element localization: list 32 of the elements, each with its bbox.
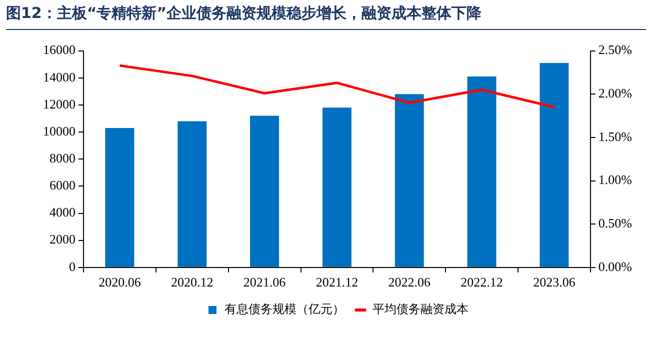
bar bbox=[394, 94, 424, 267]
y2-tick-label: 2.50% bbox=[598, 42, 632, 58]
x-tick-label: 2020.06 bbox=[98, 274, 142, 290]
x-tick-label: 2022.12 bbox=[460, 274, 503, 290]
bar bbox=[540, 62, 569, 267]
chart-title: 图12：主板“专精特新”企业债务融资规模稳步增长，融资成本整体下降 bbox=[6, 4, 646, 30]
y2-tick-label: 0.50% bbox=[598, 216, 632, 230]
legend-label: 有息债务规模（亿元） bbox=[224, 302, 344, 316]
bar bbox=[178, 121, 207, 267]
x-tick-label: 2021.12 bbox=[316, 274, 358, 290]
legend-label: 平均债务融资成本 bbox=[372, 302, 468, 316]
x-tick-label: 2020.12 bbox=[171, 274, 214, 290]
bar bbox=[105, 128, 134, 267]
y-tick-label: 6000 bbox=[50, 178, 76, 193]
x-tick-label: 2022.06 bbox=[388, 274, 432, 290]
y2-tick-label: 1.50% bbox=[598, 128, 632, 144]
x-tick-label: 2021.06 bbox=[243, 274, 286, 290]
y-tick-label: 10000 bbox=[43, 123, 76, 138]
y-tick-label: 12000 bbox=[43, 96, 76, 112]
y-tick-label: 14000 bbox=[43, 69, 76, 84]
y2-tick-label: 1.00% bbox=[598, 172, 632, 188]
y-tick-label: 2000 bbox=[50, 232, 76, 247]
y2-tick-label: 0.00% bbox=[598, 258, 632, 274]
y-tick-label: 8000 bbox=[50, 150, 76, 166]
bar bbox=[322, 108, 352, 267]
bar bbox=[250, 116, 280, 267]
y-tick-label: 0 bbox=[69, 258, 76, 274]
bar bbox=[467, 76, 496, 267]
y-tick-label: 4000 bbox=[50, 204, 76, 220]
y-tick-label: 16000 bbox=[43, 42, 76, 58]
y2-tick-label: 2.00% bbox=[598, 86, 632, 101]
x-tick-label: 2023.06 bbox=[533, 274, 576, 290]
